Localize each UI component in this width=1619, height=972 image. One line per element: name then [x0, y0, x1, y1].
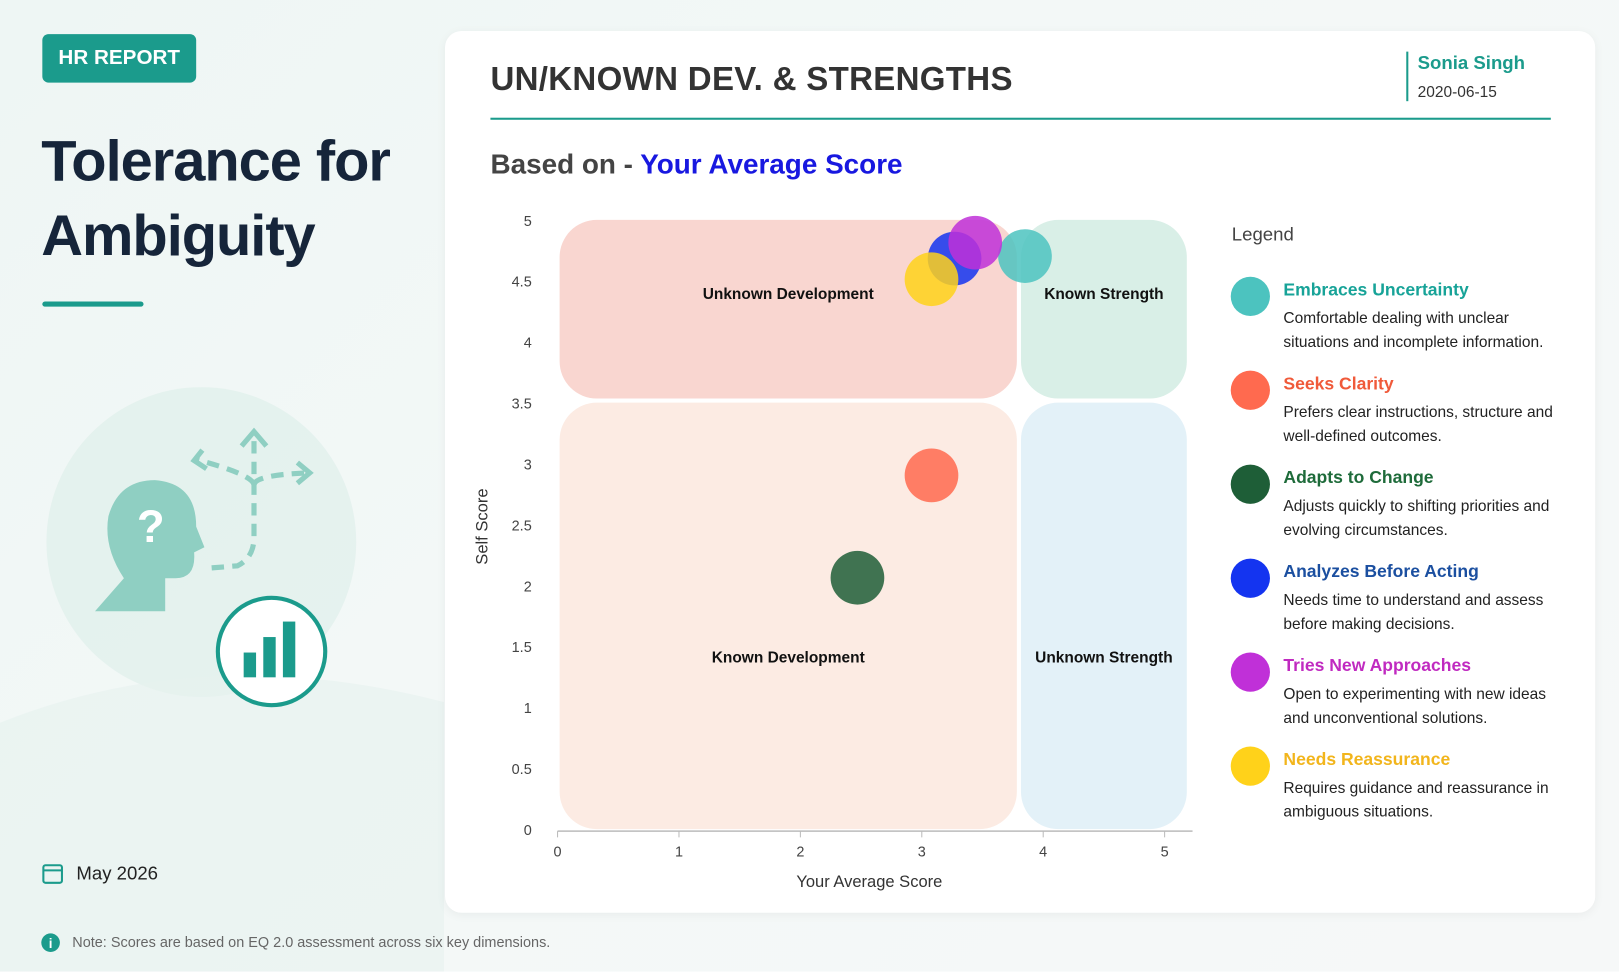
note: Note: Scores are based on EQ 2.0 assessm…	[72, 933, 551, 950]
x-axis-label: Your Average Score	[796, 872, 942, 891]
x-tick-label: 2	[796, 845, 804, 861]
subtitle-prefix: Based on -	[490, 148, 633, 180]
y-tick-label: 4.5	[512, 275, 532, 291]
quadrant	[559, 402, 1017, 830]
badge: HR REPORT	[42, 34, 197, 83]
legend-name: Tries New Approaches	[1283, 655, 1472, 676]
y-tick-label: 4	[524, 336, 532, 352]
path-arrows	[195, 438, 308, 571]
legend-entry: Seeks Clarity Prefers clear instructions,…	[1283, 374, 1567, 448]
legend-entry: Adapts to Change Adjusts quickly to shift…	[1283, 468, 1567, 542]
card-title: UN/KNOWN DEV. & STRENGTHS	[490, 59, 1013, 98]
legend-swatch	[1230, 276, 1270, 316]
legend-title: Legend	[1231, 224, 1294, 245]
point	[998, 229, 1052, 283]
quadrant	[559, 219, 1017, 399]
illustration: ? i	[0, 387, 444, 972]
x-tick-label: 5	[1161, 845, 1169, 861]
y-tick-label: 1.5	[512, 640, 532, 656]
head-icon	[94, 480, 205, 612]
subtitle-highlight: Your Average Score	[640, 148, 903, 180]
legend-description: Open to experimenting with new ideas and…	[1283, 685, 1546, 727]
calendar-icon	[42, 864, 63, 884]
point	[948, 215, 1003, 270]
y-tick-label: 3.5	[512, 397, 532, 413]
quadrant-label: Unknown Development	[703, 286, 874, 303]
legend-swatch	[1230, 652, 1270, 692]
person-name: Sonia Singh	[1417, 52, 1526, 74]
y-tick-label: 1	[524, 701, 532, 717]
legend-description: Requires guidance and reassurance in amb…	[1283, 779, 1549, 821]
quadrant	[1020, 219, 1187, 399]
x-tick-label: 4	[1039, 845, 1047, 861]
question-mark: ?	[137, 501, 165, 552]
quadrant-label: Known Strength	[1044, 286, 1163, 303]
legend-entry: Tries New Approaches Open to experimentin…	[1283, 656, 1567, 730]
point	[904, 448, 959, 503]
point	[904, 252, 959, 307]
divider	[1406, 51, 1409, 102]
x-tick-label: 0	[554, 845, 562, 861]
page-title: Tolerance for Ambiguity	[41, 128, 391, 268]
report-date: May 2026	[76, 863, 159, 884]
y-tick-label: 5	[524, 214, 532, 230]
y-tick-label: 2.5	[512, 518, 532, 534]
x-tick-label: 3	[918, 845, 926, 861]
arrow-heads	[190, 427, 314, 486]
legend-entry: Needs Reassurance Requires guidance and r…	[1283, 750, 1567, 824]
legend-name: Needs Reassurance	[1283, 749, 1451, 770]
legend-description: Adjusts quickly to shifting priorities a…	[1283, 497, 1550, 539]
legend-entry: Embraces Uncertainty Comfortable dealing …	[1283, 280, 1567, 354]
y-tick-label: 3	[524, 457, 532, 473]
icon-bar	[243, 652, 257, 678]
info-icon	[41, 933, 60, 952]
y-tick-label: 2	[524, 579, 532, 595]
wave	[0, 675, 444, 972]
legend-swatch	[1230, 370, 1270, 410]
card-date: 2020-06-15	[1417, 83, 1497, 102]
legend-name: Adapts to Change	[1283, 467, 1434, 488]
subtitle: Based on - Your Average Score	[490, 149, 902, 181]
header-rule	[490, 117, 1551, 120]
point	[830, 550, 885, 605]
legend-description: Comfortable dealing with unclear situati…	[1283, 309, 1544, 352]
legend-name: Seeks Clarity	[1283, 373, 1394, 394]
quadrant	[1020, 402, 1187, 830]
legend-swatch	[1230, 464, 1270, 504]
icon-bar	[263, 637, 276, 678]
y-axis-label: Self Score	[473, 488, 492, 564]
title-rule	[42, 301, 144, 307]
legend-swatch	[1230, 746, 1270, 786]
legend-swatch	[1230, 558, 1270, 598]
legend-description: Needs time to understand and assess befo…	[1283, 591, 1544, 633]
y-tick-label: 0	[524, 823, 532, 839]
legend-name: Embraces Uncertainty	[1283, 279, 1469, 300]
quadrant-label: Known Development	[712, 649, 865, 666]
icon-bar	[282, 621, 296, 678]
x-tick-label: 1	[675, 845, 683, 861]
info-i: i	[49, 936, 53, 951]
legend-description: Prefers clear instructions, structure an…	[1283, 403, 1553, 446]
y-tick-label: 0.5	[512, 762, 532, 778]
legend-name: Analyzes Before Acting	[1283, 561, 1479, 582]
legend-entry: Analyzes Before Acting Needs time to unde…	[1283, 562, 1567, 636]
quadrant-label: Unknown Strength	[1035, 649, 1173, 666]
